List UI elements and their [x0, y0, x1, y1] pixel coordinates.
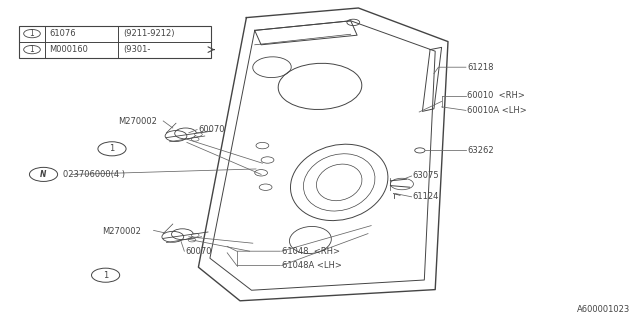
Circle shape — [255, 170, 268, 176]
Text: 60010  <RH>: 60010 <RH> — [467, 92, 525, 100]
Text: 1: 1 — [109, 144, 115, 153]
Text: 61124: 61124 — [413, 192, 439, 201]
Text: A600001023: A600001023 — [577, 305, 630, 314]
Circle shape — [191, 137, 199, 141]
Circle shape — [347, 19, 360, 26]
Text: 1: 1 — [29, 45, 35, 54]
Text: N: N — [40, 170, 47, 179]
Text: 61048A <LH>: 61048A <LH> — [282, 261, 342, 270]
Text: 61076: 61076 — [49, 29, 76, 38]
Text: 60070: 60070 — [186, 247, 212, 256]
Text: 1: 1 — [29, 29, 35, 38]
Text: (9301-: (9301- — [123, 45, 150, 54]
Circle shape — [188, 238, 196, 242]
Text: (9211-9212): (9211-9212) — [123, 29, 174, 38]
Text: 023706000(4 ): 023706000(4 ) — [63, 170, 125, 179]
Text: 63262: 63262 — [467, 146, 494, 155]
Text: 61048  <RH>: 61048 <RH> — [282, 247, 340, 256]
Text: M000160: M000160 — [49, 45, 88, 54]
Circle shape — [191, 233, 199, 237]
Circle shape — [195, 132, 202, 136]
Circle shape — [261, 157, 274, 163]
Text: 63075: 63075 — [413, 172, 440, 180]
Text: M270002: M270002 — [102, 228, 141, 236]
Circle shape — [415, 148, 425, 153]
Bar — [19, 26, 211, 58]
Circle shape — [259, 184, 272, 190]
Text: 61218: 61218 — [467, 63, 493, 72]
Text: 60010A <LH>: 60010A <LH> — [467, 106, 527, 115]
Text: 1: 1 — [103, 271, 108, 280]
Text: 60070: 60070 — [198, 125, 225, 134]
Circle shape — [256, 142, 269, 149]
Text: M270002: M270002 — [118, 117, 157, 126]
